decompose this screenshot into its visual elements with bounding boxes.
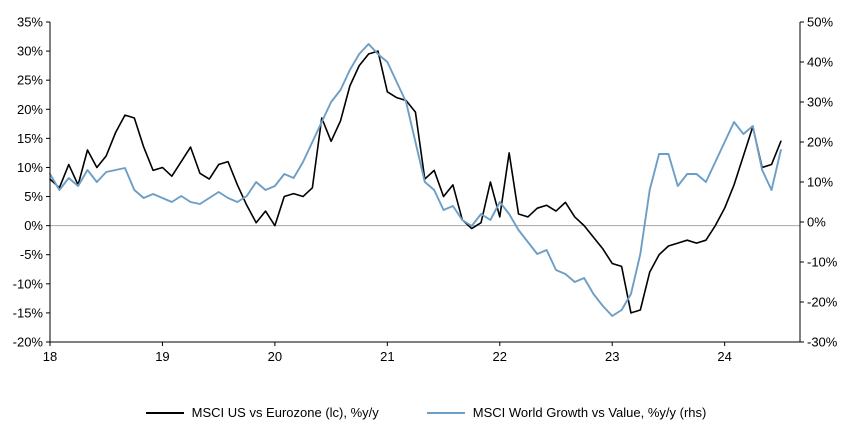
legend-label: MSCI US vs Eurozone (lc), %y/y [191, 405, 379, 420]
chart-canvas: 35% 30% 25% 20% 15% 10% 5% 0% -5% -10% -15% -20% 50%… [13, 15, 838, 365]
right-axis-tick-label: 40% [807, 55, 833, 70]
left-axis-tick-label: -5% [20, 247, 44, 262]
right-axis-tick-label: 30% [807, 95, 833, 110]
series-line-us-vs-eurozone [49, 50, 782, 314]
right-axis-tick-label: 0% [807, 215, 826, 230]
left-axis-tick-label: 10% [17, 160, 43, 175]
right-axis-tick-label: 10% [807, 175, 833, 190]
left-axis-tick-label: 25% [17, 73, 43, 88]
x-axis-tick-label: 19 [155, 349, 169, 364]
x-axis-tick-label: 18 [43, 349, 57, 364]
right-axis-tick-label: 50% [807, 15, 833, 30]
left-axis-tick-label: -15% [13, 305, 44, 320]
x-axis-tick-label: 21 [380, 349, 394, 364]
right-axis-tick-label: 20% [807, 135, 833, 150]
x-axis-tick-label: 23 [605, 349, 619, 364]
left-axis-tick-label: -20% [13, 335, 44, 350]
right-axis-tick-label: -10% [807, 255, 838, 270]
legend-item: MSCI US vs Eurozone (lc), %y/y [145, 405, 379, 420]
left-axis-tick-label: 5% [24, 189, 43, 204]
x-axis-tick-label: 22 [493, 349, 507, 364]
series-line-growth-vs-value [49, 43, 782, 317]
x-axis-tick-label: 24 [717, 349, 731, 364]
legend-label: MSCI World Growth vs Value, %y/y (rhs) [472, 405, 707, 420]
legend-line-sample-black [145, 411, 184, 414]
left-axis-tick-label: 0% [24, 218, 43, 233]
legend-line-sample-blue [426, 411, 465, 414]
left-axis-tick-label: 35% [17, 15, 43, 30]
legend-item: MSCI World Growth vs Value, %y/y (rhs) [426, 405, 707, 420]
left-axis-tick-label: 15% [17, 131, 43, 146]
right-axis-tick-label: -20% [807, 295, 838, 310]
right-axis-tick-label: -30% [807, 335, 838, 350]
left-axis-tick-label: 20% [17, 102, 43, 117]
left-axis-tick-label: 30% [17, 44, 43, 59]
x-axis-tick-label: 20 [268, 349, 282, 364]
left-axis-tick-label: -10% [13, 276, 44, 291]
chart-legend: MSCI US vs Eurozone (lc), %y/y MSCI Worl… [0, 405, 852, 420]
